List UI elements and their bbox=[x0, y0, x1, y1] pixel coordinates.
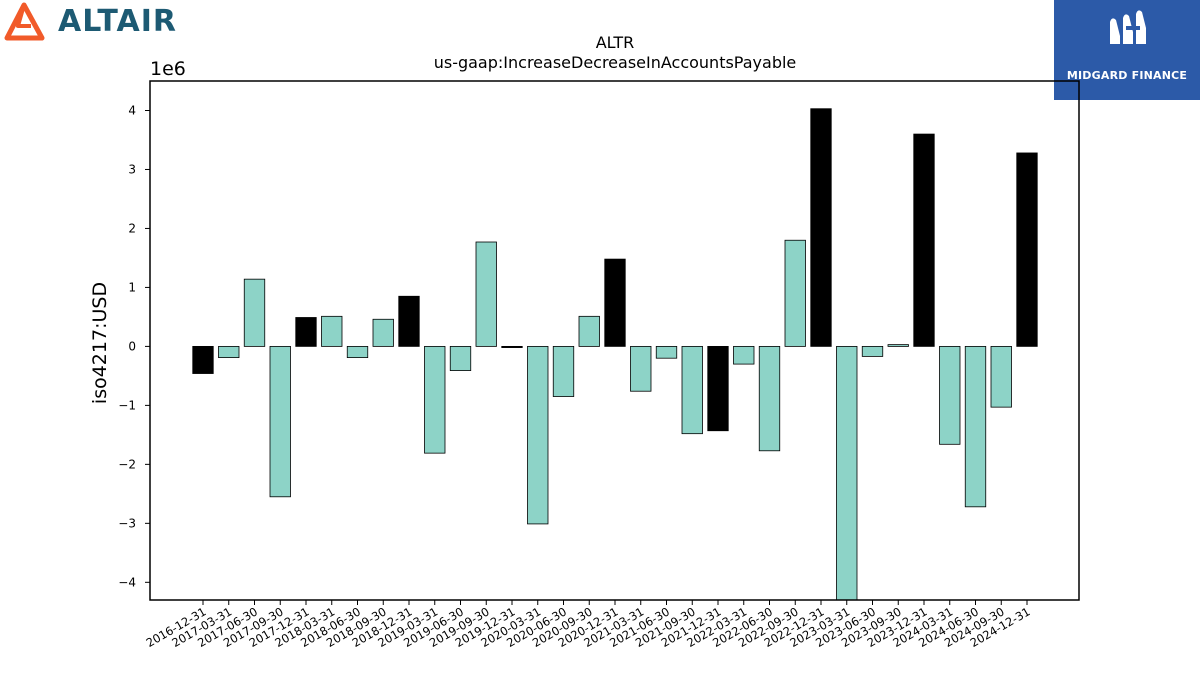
bar-2016-12-31 bbox=[192, 345, 214, 374]
altair-wordmark: ALTAIR bbox=[58, 4, 177, 39]
bar-2018-09-30 bbox=[372, 318, 394, 347]
bar-2018-06-30 bbox=[346, 345, 369, 359]
bar-2024-09-30 bbox=[990, 345, 1012, 408]
bar-2019-03-31 bbox=[424, 345, 446, 454]
chart-subtitle: us-gaap:IncreaseDecreaseInAccountsPayabl… bbox=[434, 53, 797, 72]
y-tick-label: 0 bbox=[128, 339, 136, 353]
bar-2019-12-31 bbox=[501, 345, 523, 348]
bar-2024-03-31 bbox=[939, 345, 961, 445]
y-tick-label: −1 bbox=[118, 398, 136, 412]
altair-logo: ALTAIR bbox=[4, 2, 194, 44]
bar-2020-09-30 bbox=[578, 315, 600, 347]
bar-2023-09-30 bbox=[887, 344, 909, 347]
bar-2017-03-31 bbox=[218, 345, 240, 359]
bar-2020-03-31 bbox=[527, 345, 549, 525]
bar-2017-12-31 bbox=[295, 317, 317, 347]
y-tick-label: 4 bbox=[128, 103, 136, 117]
bar-2023-12-31 bbox=[913, 133, 935, 347]
x-axis: 2016-12-312017-03-312017-06-302017-09-30… bbox=[144, 600, 1033, 650]
bar-2021-06-30 bbox=[655, 345, 678, 359]
plot-frame bbox=[149, 80, 1080, 601]
bar-2017-09-30 bbox=[269, 345, 291, 498]
y-tick-label: −3 bbox=[118, 516, 136, 530]
y-tick-label: 1 bbox=[128, 280, 136, 294]
altair-mark-icon bbox=[4, 2, 45, 41]
bar-2022-03-31 bbox=[733, 345, 755, 365]
bars-group bbox=[192, 108, 1038, 601]
bar-2021-03-31 bbox=[630, 345, 652, 392]
bar-2020-12-31 bbox=[604, 258, 626, 347]
midgard-wordmark: MIDGARD FINANCE bbox=[1066, 69, 1188, 82]
bar-2021-12-31 bbox=[707, 345, 729, 432]
bar-2022-06-30 bbox=[758, 345, 781, 452]
bar-2018-12-31 bbox=[398, 295, 420, 347]
y-tick-label: 2 bbox=[128, 221, 136, 235]
bar-2023-03-31 bbox=[836, 345, 858, 601]
bar-2022-12-31 bbox=[810, 108, 832, 347]
bar-2019-06-30 bbox=[449, 345, 472, 371]
midgard-mark-icon bbox=[1110, 10, 1146, 44]
y-tick-label: −4 bbox=[118, 575, 136, 589]
bar-2019-09-30 bbox=[475, 241, 497, 347]
bar-2024-12-31 bbox=[1016, 152, 1038, 347]
y-axis-label: iso4217:USD bbox=[89, 282, 111, 404]
bar-2024-06-30 bbox=[964, 345, 987, 508]
bar-2020-06-30 bbox=[552, 345, 575, 397]
y-tick-label: 3 bbox=[128, 162, 136, 176]
y-offset-label: 1e6 bbox=[150, 58, 186, 80]
y-tick-label: −2 bbox=[118, 457, 136, 471]
midgard-finance-logo: MIDGARD FINANCE bbox=[1054, 0, 1200, 100]
bar-2023-06-30 bbox=[861, 345, 884, 357]
bar-2022-09-30 bbox=[784, 239, 806, 347]
bar-2018-03-31 bbox=[321, 315, 343, 347]
bar-2017-06-30 bbox=[243, 278, 266, 347]
chart-title: ALTR bbox=[596, 33, 635, 52]
bar-2021-09-30 bbox=[681, 345, 703, 435]
y-axis: −4 −3 −2 −1 0 1 2 3 4 bbox=[118, 103, 150, 589]
